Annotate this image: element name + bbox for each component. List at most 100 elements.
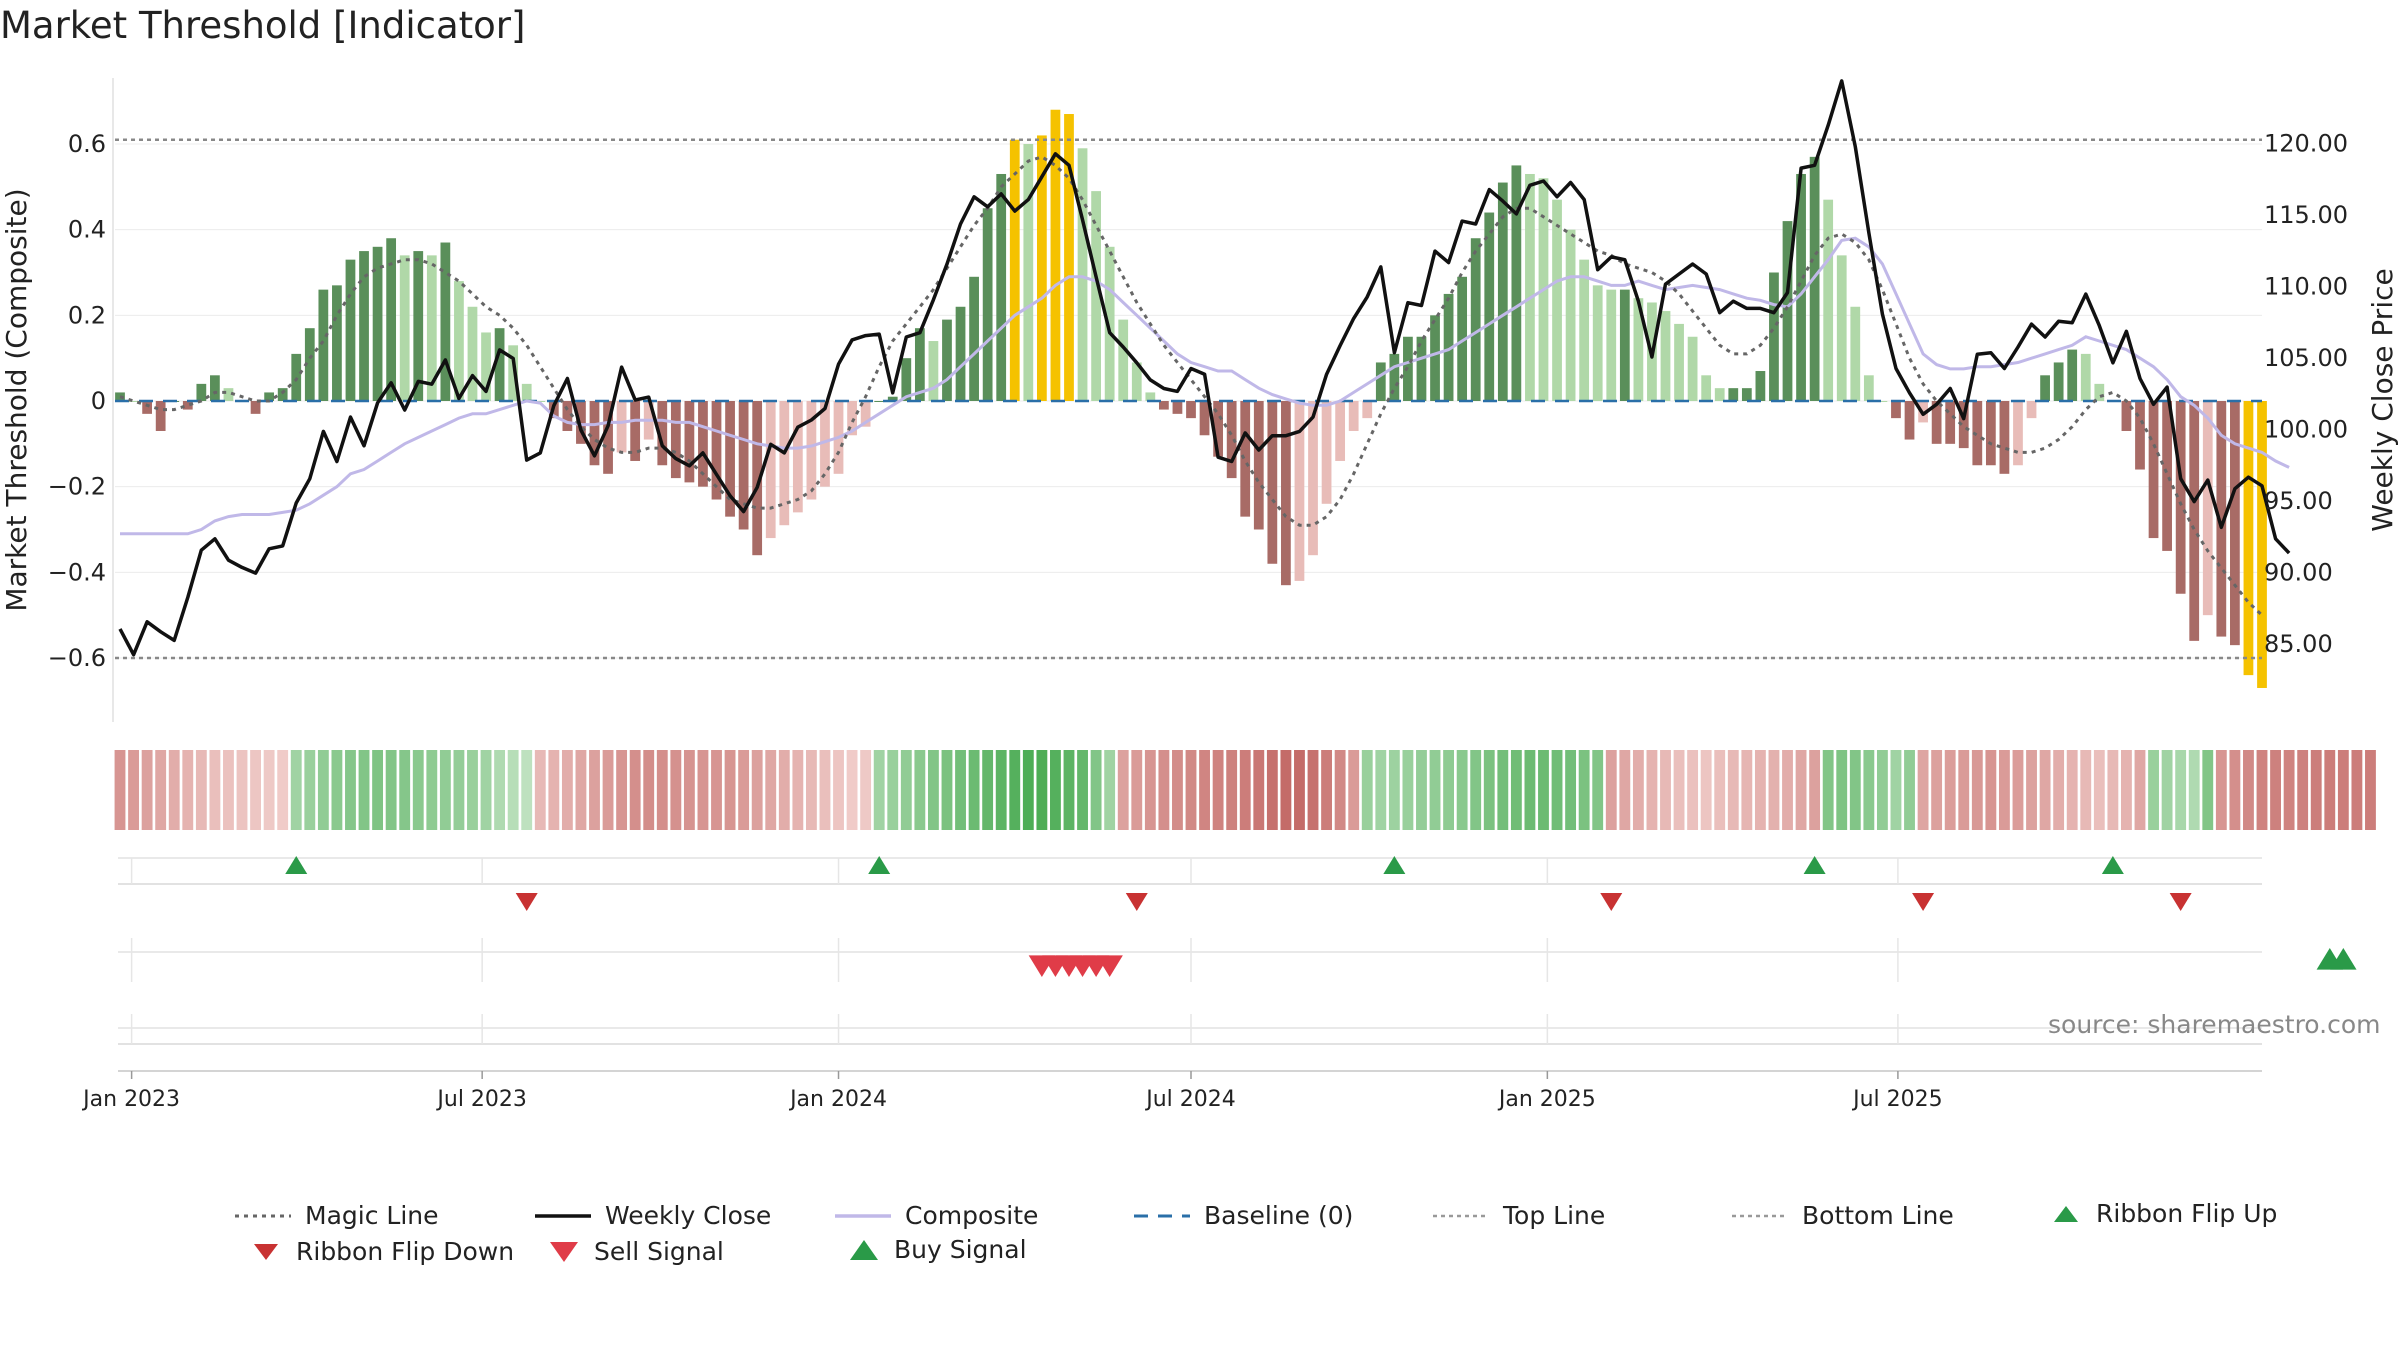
composite-bar [589,401,600,466]
ribbon-cell [1090,750,1102,830]
ribbon-cell [2202,750,2214,830]
triangle-up-icon [2054,1205,2078,1222]
composite-bar [914,328,925,401]
composite-bar [698,401,708,487]
axes: 0.6 0.4 0.2 0 −0.2 −0.4 −0.6 120.00 115.00 110.00… [0,78,2399,722]
ribbon-cell [2053,750,2065,830]
composite-bar [955,306,966,401]
composite-bar [1606,289,1617,401]
ribbon-cell [589,750,600,830]
ribbon-cell [575,750,587,830]
ribbon-cell [629,750,641,830]
ribbon-cell [724,750,736,830]
ribbon-cell [1172,750,1183,830]
composite-bar [1457,276,1468,401]
ribbon-cell [250,750,261,830]
ribbon-cell [616,750,628,830]
ribbon-cell [128,750,139,830]
y-tick-label-right: 95.00 [2264,487,2333,515]
composite-bar [630,401,641,461]
ribbon-flip-down-marker [515,893,538,911]
weekly-close-swatch [535,1213,591,1218]
composite-bar [562,401,573,431]
composite-bar [1823,199,1834,401]
ribbon-cell [1307,750,1319,830]
composite-bar [1904,401,1915,440]
x-tick-label: Jan 2025 [1497,1087,1596,1112]
composite-bar [1592,285,1603,401]
y-tick-label-left: 0 [91,387,106,415]
y-tick-label-right: 85.00 [2264,630,2333,658]
source-note: source: sharemaestro.com [2048,1010,2381,1039]
triangle-down-icon [550,1241,578,1262]
ribbon-cell [2026,750,2037,830]
legend-label: Weekly Close [605,1201,772,1230]
ribbon-cell [1971,750,1983,830]
composite-bar [1131,362,1142,401]
y-tick-label-right: 115.00 [2264,201,2348,229]
composite-bar [2040,375,2050,401]
ribbon-cell [2229,750,2241,830]
composite-bar [806,401,817,500]
ribbon-cell [2175,750,2187,830]
top-line-swatch [1433,1214,1489,1217]
composite-bar [792,401,803,513]
ribbon-cell [711,750,722,830]
ribbon-cell [1714,750,1726,830]
ribbon-cell [765,750,777,830]
ribbon-cell [155,750,167,830]
composite-bar [1633,298,1644,401]
ribbon-cell [1809,750,1821,830]
ribbon-cell [2297,750,2309,830]
ribbon-cell [1429,750,1441,830]
ribbon-cell [2337,750,2349,830]
ribbon-strip [114,750,2376,830]
ribbon-cell [846,750,858,830]
ribbon-cell [534,750,546,830]
composite-bar [1308,401,1318,556]
legend-label: Ribbon Flip Down [296,1237,515,1266]
composite-bar [1281,401,1291,586]
ribbon-cell [507,750,519,830]
ribbon-cell [900,750,912,830]
ribbon-cell [1280,750,1292,830]
signal-markers [118,856,2357,1072]
ribbon-flip-up-marker [1803,856,1826,874]
ribbon-cell [1077,750,1088,830]
ribbon-cell [1958,750,1970,830]
ribbon-cell [1524,750,1536,830]
ribbon-cell [1144,750,1156,830]
y-tick-label-left: 0.2 [68,301,106,329]
ribbon-cell [277,750,289,830]
ribbon-flip-up-marker [2101,856,2124,874]
composite-bar [1159,401,1169,410]
composite-bar [1213,401,1223,457]
composite-bar [1972,401,1983,466]
composite-bar [847,401,857,436]
ribbon-cell [670,750,682,830]
ribbon-cell [683,750,695,830]
triangle-down-icon [254,1243,278,1260]
ribbon-cell [860,750,872,830]
ribbon-cell [1538,750,1549,830]
ribbon-cell [182,750,194,830]
ribbon-flip-down-marker [1600,893,1623,911]
bottom-line-swatch [1732,1214,1788,1217]
composite-bar [1321,401,1332,504]
composite-bar [2080,353,2091,401]
composite-bar [1104,246,1115,401]
ribbon-cell [1388,750,1400,830]
ribbon-cell [561,750,573,830]
ribbon-cell [317,750,329,830]
composite-bar [982,208,993,401]
ribbon-cell [1673,750,1685,830]
legend-item-magic-line: Magic Line [235,1201,439,1230]
ribbon-cell [1849,750,1861,830]
ribbon-flip-down-marker [1125,893,1148,911]
ribbon-cell [1727,750,1739,830]
ribbon-cell [805,750,817,830]
composite-bar [1728,388,1739,401]
ribbon-cell [697,750,709,830]
composite-bar [535,401,546,402]
composite-bars [115,109,2267,688]
